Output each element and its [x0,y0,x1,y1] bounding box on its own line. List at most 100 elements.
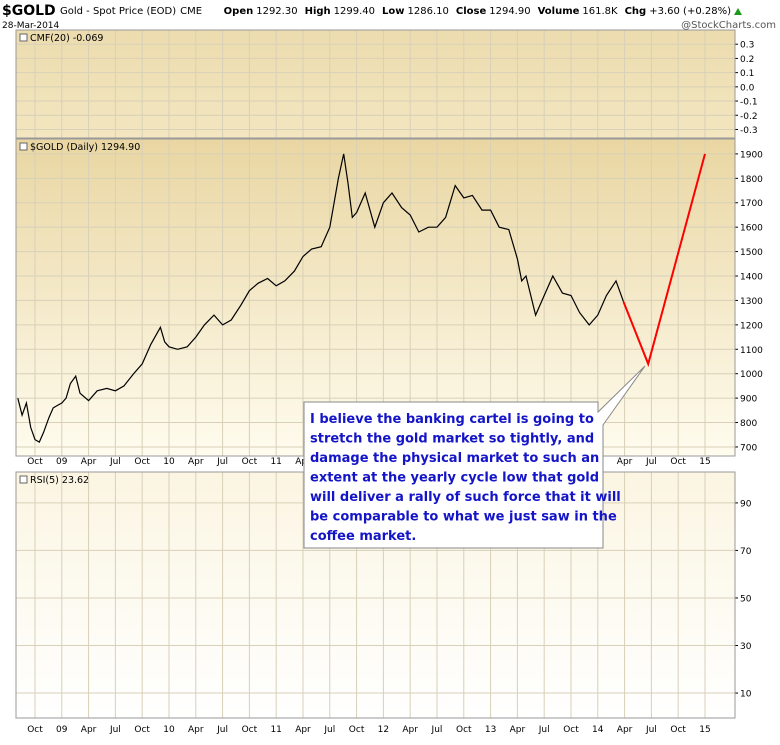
panel-background [16,30,735,138]
quote-label: Volume [538,6,580,17]
x-tick-label: Apr [510,725,526,735]
y-tick-label: 1800 [740,175,763,185]
quote-label: Close [456,6,487,17]
x-tick-label: Jul [216,457,228,467]
y-tick-label: 0.1 [740,69,754,79]
annotation-line: I believe the banking cartel is going to [310,412,594,427]
x-tick-label: Jul [431,725,443,735]
y-tick-label: -0.2 [740,112,758,122]
y-tick-label: -0.3 [740,126,758,136]
x-tick-label: Apr [81,725,97,735]
annotation-line: stretch the gold market so tightly, and [310,432,594,447]
panel-icon [19,475,28,484]
panel-icon [19,33,28,42]
quote-value: 1292.30 [256,6,297,17]
y-tick-label: 1500 [740,248,763,258]
quote-value: 1294.90 [489,6,530,17]
y-tick-label: 1900 [740,150,763,160]
x-tick-label: 10 [163,725,175,735]
panel-title: RSI(5) 23.62 [30,475,89,486]
x-tick-label: Oct [456,725,472,735]
x-tick-label: Oct [27,457,43,467]
x-tick-label: 14 [592,725,604,735]
x-tick-label: 12 [378,725,389,735]
symbol: $GOLD [2,3,56,19]
panel-title: $GOLD (Daily) 1294.90 [30,142,140,153]
x-tick-label: 09 [56,725,68,735]
annotation-line: be comparable to what we just saw in the [310,510,617,525]
y-tick-label: 30 [740,642,752,652]
quote-value: 1286.10 [408,6,449,17]
x-tick-label: Oct [242,457,258,467]
y-tick-label: 1100 [740,346,763,356]
annotation-line: damage the physical market to such an [310,451,599,466]
quote-label: High [305,6,331,17]
x-tick-label: Apr [617,725,633,735]
x-tick-label: Jul [109,725,121,735]
x-tick-label: Apr [617,457,633,467]
quote-label: Open [224,6,254,17]
x-tick-label: Oct [349,725,365,735]
x-tick-label: Jul [645,725,657,735]
y-tick-label: 90 [740,499,752,509]
x-tick-label: Oct [134,725,150,735]
y-tick-label: 10 [740,690,752,700]
y-tick-label: 1000 [740,370,763,380]
exchange: CME [180,6,202,17]
description: Gold - Spot Price (EOD) CME [60,6,202,17]
x-tick-label: Jul [109,457,121,467]
y-tick-label: 700 [740,443,757,453]
y-tick-label: 1300 [740,297,763,307]
quote-label: Chg [625,6,647,17]
y-tick-label: 800 [740,419,757,429]
source: @StockCharts.com [681,20,776,31]
x-tick-label: 10 [163,457,175,467]
x-tick-label: 15 [699,725,710,735]
x-tick-label: Apr [402,725,418,735]
date: 28-Mar-2014 [2,21,60,31]
x-tick-label: Jul [538,725,550,735]
x-tick-label: Apr [81,457,97,467]
panel-title: CMF(20) -0.069 [30,33,103,44]
x-tick-label: 15 [699,457,710,467]
x-tick-label: 11 [270,457,281,467]
x-tick-label: Oct [242,725,258,735]
callout-box [303,365,646,549]
x-tick-label: Apr [295,457,311,467]
y-tick-label: 50 [740,594,752,604]
x-tick-label: Jul [323,725,335,735]
x-tick-label: Apr [188,457,204,467]
callout [303,365,646,549]
annotation: I believe the banking cartel is going to… [310,412,621,544]
y-tick-label: 0.3 [740,41,754,51]
x-tick-label: 13 [485,725,496,735]
panel-icon [19,142,28,151]
price-line [17,153,625,443]
annotation-line: will deliver a rally of such force that … [310,490,621,505]
quote-label: Low [382,6,404,17]
annotation-line: extent at the yearly cycle low that gold [310,471,599,486]
quote: Open 1292.30 High 1299.40 Low 1286.10 Close 129… [224,6,731,17]
price-line [622,153,706,368]
quote-value: 1299.40 [334,6,375,17]
x-tick-label: Jul [216,725,228,735]
quote-value: 161.8K [582,6,618,17]
up-triangle [734,8,742,15]
x-tick-label: Oct [27,725,43,735]
y-tick-label: 0.2 [740,55,754,65]
description-text: Gold - Spot Price (EOD) [60,6,176,17]
y-tick-label: 1200 [740,321,763,331]
x-tick-label: Oct [134,457,150,467]
y-tick-label: 0.0 [740,83,755,93]
panel-frame [15,29,736,139]
x-tick-label: 11 [270,725,281,735]
x-tick-label: 09 [56,457,68,467]
y-tick-label: -0.1 [740,98,758,108]
x-tick-label: Apr [188,725,204,735]
x-tick-label: Oct [670,725,686,735]
x-tick-label: Jul [645,457,657,467]
y-tick-label: 1600 [740,224,763,234]
x-tick-label: Oct [563,725,579,735]
y-tick-label: 70 [740,547,752,557]
